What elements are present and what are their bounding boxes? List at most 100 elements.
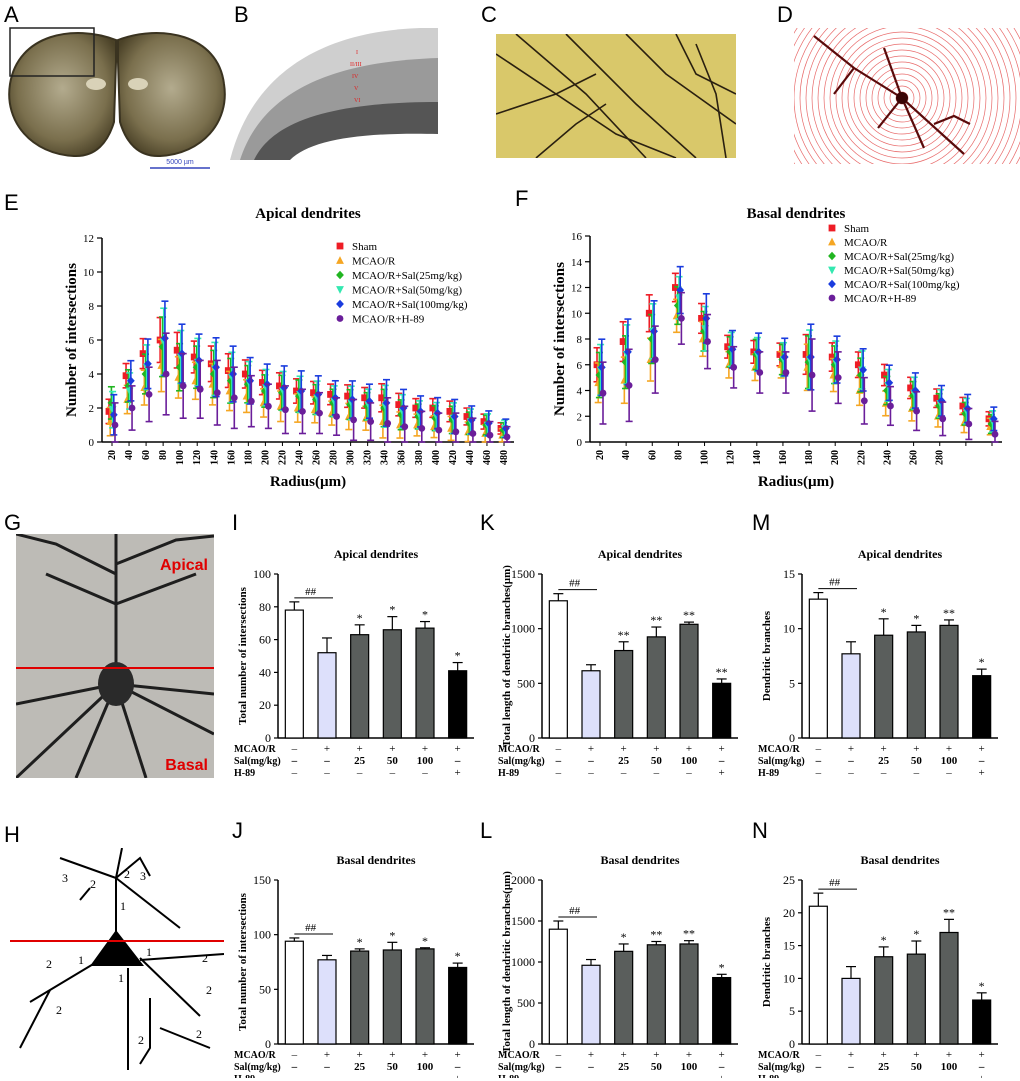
branch-order: 2: [124, 867, 130, 881]
group-sal: –: [291, 1061, 298, 1073]
x-tick-label: 100: [700, 450, 711, 465]
significance-marker: ##: [829, 577, 841, 589]
data-point: [264, 402, 272, 410]
group-sal: 100: [681, 755, 698, 767]
bar: [679, 943, 699, 1045]
data-point: [599, 389, 607, 397]
x-tick-label: 160: [226, 450, 237, 465]
group-h89: –: [323, 767, 330, 776]
row-label-sal: Sal(mg/kg): [498, 1062, 545, 1073]
group-mcao: +: [653, 743, 659, 755]
bar: [841, 977, 861, 1045]
group-h89: –: [389, 1073, 396, 1078]
group-sal: –: [555, 1061, 562, 1073]
sholl-ring: [859, 55, 945, 141]
bar: [646, 636, 666, 739]
chart-i-apical-intersections: Apical dendrites 0 20 40 60 80 100 Total number…: [234, 547, 474, 776]
y-tick-label: 12: [571, 283, 582, 295]
chart-e-apical-sholl: Apical dendrites 0 2 4 6 8 10 12 20 40 60 80 100 120 1…: [64, 206, 514, 490]
y-tick-label: 10: [571, 308, 583, 320]
group-h89: –: [945, 1073, 952, 1078]
chart-title: Apical dendrites: [598, 547, 683, 561]
y-tick-label: 4: [577, 386, 583, 398]
x-tick-label: 140: [209, 450, 220, 465]
group-sal: 25: [618, 755, 630, 767]
significance-marker: *: [422, 934, 428, 948]
layer-label: IV: [352, 74, 359, 80]
y-tick-label: 60: [259, 633, 271, 647]
data-point: [776, 351, 784, 358]
bar: [581, 670, 601, 739]
legend-entry: MCAO/R+Sal(50mg/kg): [352, 285, 462, 297]
bar: [581, 964, 601, 1045]
data-point: [907, 384, 914, 392]
left-hemisphere: [8, 32, 117, 158]
panel-c-golgi-neurons: [496, 34, 736, 158]
layer-label: I: [356, 50, 358, 56]
x-tick-label: 260: [312, 450, 323, 465]
data-point: [991, 430, 999, 438]
x-tick-label: 100: [175, 450, 186, 465]
row-label-mcao: MCAO/R: [498, 744, 540, 755]
soma-triangle: [90, 930, 144, 966]
bar: [614, 649, 634, 739]
panel-label-E: E: [4, 190, 19, 215]
x-tick-label: 340: [380, 450, 391, 465]
legend-entry: MCAO/R: [844, 237, 888, 249]
x-tick-label: 240: [882, 450, 893, 465]
legend-entry: MCAO/R+H-89: [844, 293, 917, 305]
y-tick-label: 1000: [511, 622, 535, 636]
y-tick-label: 0: [265, 1037, 271, 1051]
group-sal: –: [718, 1061, 725, 1073]
data-point: [484, 419, 493, 428]
group-h89: –: [653, 767, 660, 776]
group-h89: –: [389, 767, 396, 776]
data-point: [959, 402, 967, 410]
bar: [382, 629, 402, 739]
significance-marker: *: [913, 611, 919, 625]
data-point: [486, 431, 494, 439]
group-sal: 25: [878, 755, 890, 767]
y-tick-label: 8: [577, 334, 583, 346]
data-point: [226, 376, 235, 385]
legend-entry: MCAO/R+Sal(100mg/kg): [352, 299, 468, 311]
legend-entry: MCAO/R+Sal(100mg/kg): [844, 279, 960, 291]
row-label-sal: Sal(mg/kg): [758, 756, 805, 767]
panel-label-N: N: [752, 818, 768, 843]
y-tick-label: 0: [265, 731, 271, 745]
sholl-ring: [799, 28, 1005, 164]
group-sal: –: [718, 755, 725, 767]
group-mcao: +: [719, 1049, 725, 1061]
group-sal: 100: [941, 755, 958, 767]
x-tick-label: 180: [804, 450, 815, 465]
bar: [350, 950, 370, 1045]
data-point: [802, 351, 810, 358]
data-point: [111, 421, 119, 429]
y-tick-label: 20: [783, 906, 795, 920]
bar: [448, 966, 468, 1045]
data-point: [828, 294, 836, 302]
significance-marker: *: [719, 960, 725, 974]
data-point: [378, 394, 386, 402]
group-mcao: +: [357, 743, 363, 755]
group-sal: 100: [681, 1061, 698, 1073]
bar: [808, 598, 828, 739]
data-point: [450, 412, 459, 421]
group-mcao: +: [357, 1049, 363, 1061]
y-tick-label: 500: [517, 676, 535, 690]
group-mcao: –: [291, 1049, 298, 1061]
data-point: [230, 394, 238, 402]
y-tick-label: 0: [789, 1037, 795, 1051]
group-sal: 50: [911, 755, 923, 767]
bar: [284, 609, 304, 739]
sholl-ring: [794, 28, 1011, 164]
data-point: [336, 270, 344, 280]
y-axis-label: Number of intersections: [552, 262, 568, 416]
group-mcao: –: [291, 743, 298, 755]
group-h89: –: [555, 767, 562, 776]
data-point: [297, 386, 306, 396]
data-point: [418, 425, 426, 432]
data-point: [384, 419, 392, 427]
data-point: [469, 430, 477, 437]
significance-marker: **: [683, 608, 695, 622]
